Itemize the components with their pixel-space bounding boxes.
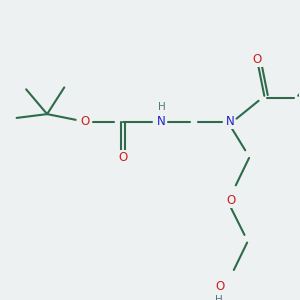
Text: N: N bbox=[157, 115, 166, 128]
Text: O: O bbox=[81, 115, 90, 128]
Text: H: H bbox=[215, 295, 223, 300]
Text: O: O bbox=[253, 53, 262, 66]
Text: H: H bbox=[158, 102, 166, 112]
Text: O: O bbox=[216, 280, 225, 293]
Text: O: O bbox=[226, 194, 236, 207]
Text: O: O bbox=[118, 152, 128, 164]
Text: N: N bbox=[226, 115, 234, 128]
